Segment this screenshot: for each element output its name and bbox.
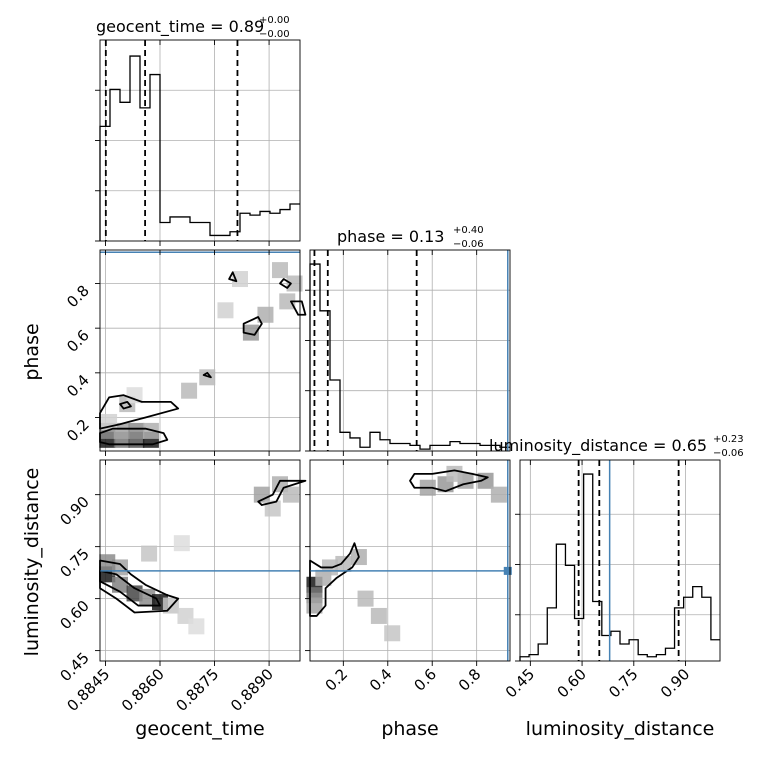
- histogram-step: [99, 55, 300, 241]
- contour-line: [119, 400, 132, 410]
- density-cell: [242, 324, 259, 341]
- density-cell: [217, 302, 234, 319]
- density-cell: [181, 382, 198, 399]
- density-cell: [286, 275, 303, 292]
- density-cell: [126, 387, 143, 404]
- density-cell: [141, 545, 158, 562]
- density-cell: [490, 486, 507, 503]
- contour-line: [202, 371, 212, 379]
- luminosity-distance-title: luminosity_distance = 0.65: [489, 436, 707, 456]
- panel-frame: [309, 459, 511, 662]
- y-axis-label-luminosity-distance: luminosity_distance: [21, 468, 43, 657]
- x-axis-label-luminosity-distance: luminosity_distance: [526, 718, 715, 740]
- contour-line: [99, 427, 169, 446]
- density-cell: [279, 293, 296, 310]
- density-cell: [282, 486, 299, 503]
- density-cell: [357, 590, 374, 607]
- contour-line: [290, 300, 307, 316]
- phase-title: phase = 0.13: [337, 227, 444, 246]
- contour-line: [242, 316, 263, 336]
- geocent-time-title-lower-error: −0.00: [259, 29, 290, 40]
- density-cell: [128, 422, 145, 439]
- truth-marker: [503, 566, 512, 575]
- geocent-time-title-upper-error: +0.00: [259, 15, 290, 26]
- density-cell: [188, 618, 205, 635]
- density-cell: [335, 555, 352, 572]
- histogram-step: [519, 473, 720, 661]
- density-cell: [257, 306, 274, 323]
- phase-title-lower-error: −0.06: [453, 239, 484, 250]
- panel-frame: [519, 459, 721, 662]
- density-cell: [384, 625, 401, 642]
- contour-line: [309, 542, 360, 617]
- phase-title-upper-error: +0.40: [453, 225, 484, 236]
- y-axis-label-phase: phase: [21, 323, 43, 380]
- contour-line: [99, 569, 161, 607]
- density-cell: [112, 576, 128, 593]
- contour-line: [257, 479, 307, 506]
- panel-frame: [99, 249, 301, 452]
- panel-frame: [309, 249, 511, 452]
- density-cell: [370, 607, 387, 624]
- x-axis-label-phase: phase: [381, 718, 438, 740]
- panel-frame: [99, 459, 301, 662]
- density-cell: [113, 422, 130, 439]
- density-cell: [272, 262, 288, 279]
- x-axis-label-geocent-time: geocent_time: [135, 718, 264, 740]
- geocent-time-histogram-panel: [95, 39, 301, 246]
- density-cell: [446, 465, 463, 482]
- density-cell: [232, 271, 248, 288]
- panel-frame: [99, 39, 301, 242]
- density-cell: [264, 500, 281, 517]
- phase-histogram-panel: [305, 249, 511, 456]
- geocent-time-title: geocent_time = 0.89: [96, 17, 264, 37]
- contour-line: [409, 469, 489, 493]
- density-cell: [199, 369, 216, 386]
- histogram-step: [309, 263, 510, 451]
- luminosity-distance-title-upper-error: +0.23: [713, 434, 744, 445]
- luminosity-distance-title-lower-error: −0.06: [713, 448, 744, 459]
- contour-line: [228, 271, 238, 283]
- contour-line: [99, 394, 180, 430]
- contour-line: [279, 278, 292, 289]
- density-cell: [173, 535, 190, 552]
